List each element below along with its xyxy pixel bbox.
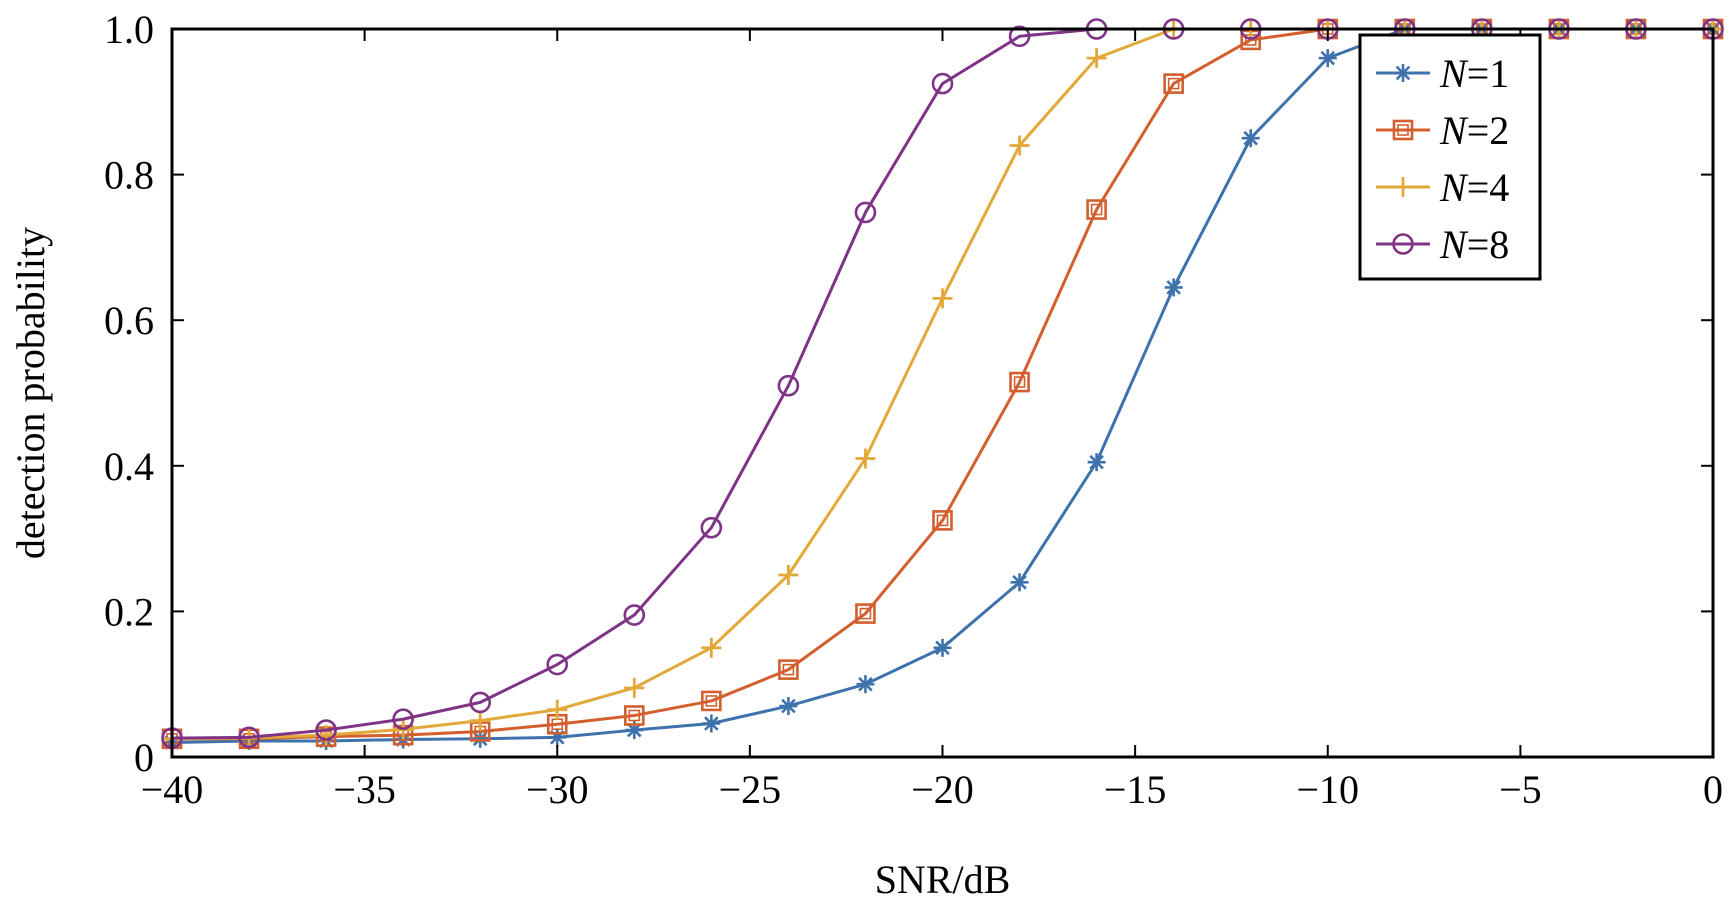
data-point-asterisk [1394,64,1412,82]
data-point-square [1009,371,1030,393]
data-point-plus [624,677,645,698]
data-point-asterisk [702,714,721,733]
data-point-square-inner [859,607,872,620]
data-point-square [932,510,953,531]
x-tick-label: −15 [1104,767,1167,812]
data-point-circle [854,201,877,224]
data-point-plus [701,637,722,658]
data-point-circle [546,653,569,676]
data-point-circle [315,719,337,741]
data-point-square [1163,73,1184,94]
legend-box [1358,33,1542,281]
data-point-circle [623,604,646,626]
data-point-asterisk [548,728,567,747]
data-point-square-inner [1013,376,1026,388]
data-point-circle [777,374,800,397]
data-point-square-inner [705,695,718,707]
legend-item: N=4 [1376,165,1509,210]
x-tick-label: −10 [1296,767,1359,812]
legend: N=1 N=2 N=4 N=8 [1358,33,1542,281]
data-point-circle [238,726,260,749]
data-point-asterisk [933,638,952,657]
data-point-asterisk [856,675,875,694]
ticks-layer: −40 −35 −30 −25 −20 −15 −10 −5 0 0 0.2 0.4 0.6 0.8 1.0 [104,7,1723,812]
data-point-square [855,603,876,624]
data-point-plus [1009,135,1030,156]
data-point-circle [1008,25,1031,48]
x-tick-label: −35 [333,767,396,812]
y-axis-label: detection probability [8,227,53,559]
data-point-circle [1392,233,1414,255]
legend-item: N=1 [1376,51,1509,96]
data-point-asterisk [1318,49,1337,68]
x-tick-label: −25 [719,767,782,812]
data-point-square [1086,199,1107,220]
data-point-square [623,705,645,726]
data-point-square-inner [1167,77,1180,90]
data-point-square-inner [1397,124,1409,136]
data-point-square-inner [782,663,795,676]
y-tick-label: 0 [134,735,154,780]
data-point-plus [778,565,799,585]
legend-label: N=1 [1439,51,1509,96]
data-point-square-inner [1090,203,1103,216]
data-point-asterisk [1087,453,1106,472]
data-point-plus [932,288,953,309]
x-axis-label: SNR/dB [875,857,1011,902]
x-tick-label: −40 [141,767,204,812]
data-point-square-inner [936,514,949,527]
data-point-square [1392,119,1414,141]
x-tick-label: −30 [526,767,589,812]
legend-item: N=8 [1376,222,1509,267]
x-tick-label: −5 [1499,767,1542,812]
y-tick-label: 0.2 [104,589,154,634]
data-point-circle [931,72,954,95]
y-tick-label: 0.4 [104,444,154,489]
data-point-asterisk [1241,129,1260,148]
data-point-plus [547,699,568,720]
legend-label: N=2 [1439,108,1509,153]
y-tick-label: 0.8 [104,153,154,198]
data-point-plus [1393,177,1413,197]
data-point-square [701,690,722,712]
legend-label: N=8 [1439,222,1509,267]
data-point-circle [392,708,414,730]
data-point-asterisk [779,697,798,716]
legend-label: N=4 [1439,165,1509,210]
x-tick-label: −20 [911,767,974,812]
data-point-asterisk [1010,573,1029,592]
y-tick-label: 1.0 [104,7,154,52]
y-tick-label: 0.6 [104,298,154,343]
data-point-plus [1086,48,1107,69]
data-point-circle [700,516,723,539]
data-point-square-inner [628,709,641,722]
data-point-circle [469,691,492,714]
data-point-plus [470,710,491,731]
data-point-square [778,659,799,680]
legend-item: N=2 [1376,108,1509,153]
data-point-asterisk [1164,278,1183,297]
data-point-plus [855,448,876,469]
x-tick-label: 0 [1703,767,1723,812]
